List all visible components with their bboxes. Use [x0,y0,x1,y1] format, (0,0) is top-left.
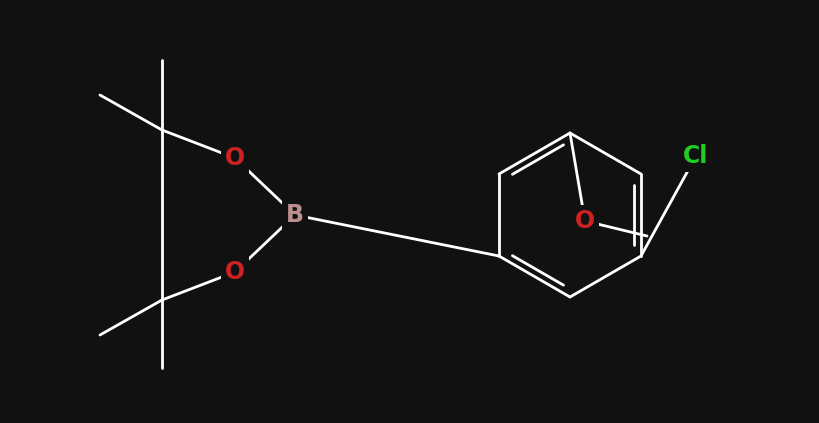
Text: O: O [574,209,595,233]
Text: O: O [224,146,245,170]
Text: O: O [224,260,245,284]
Text: Cl: Cl [682,144,708,168]
Text: B: B [286,203,304,227]
